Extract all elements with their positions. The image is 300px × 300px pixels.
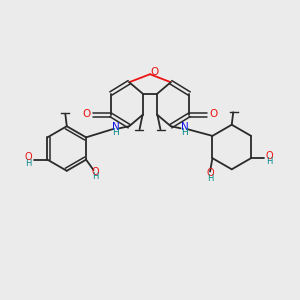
Text: H: H [181, 128, 188, 137]
Text: O: O [91, 167, 99, 176]
Text: H: H [92, 172, 98, 181]
Text: H: H [267, 157, 273, 166]
Text: O: O [207, 168, 214, 178]
Text: O: O [209, 109, 217, 119]
Text: O: O [266, 151, 274, 161]
Text: H: H [208, 174, 214, 183]
Text: N: N [112, 122, 119, 131]
Text: O: O [151, 67, 159, 77]
Text: H: H [112, 128, 119, 137]
Text: O: O [83, 109, 91, 119]
Text: H: H [26, 159, 32, 168]
Text: N: N [181, 122, 188, 131]
Text: O: O [25, 152, 33, 162]
